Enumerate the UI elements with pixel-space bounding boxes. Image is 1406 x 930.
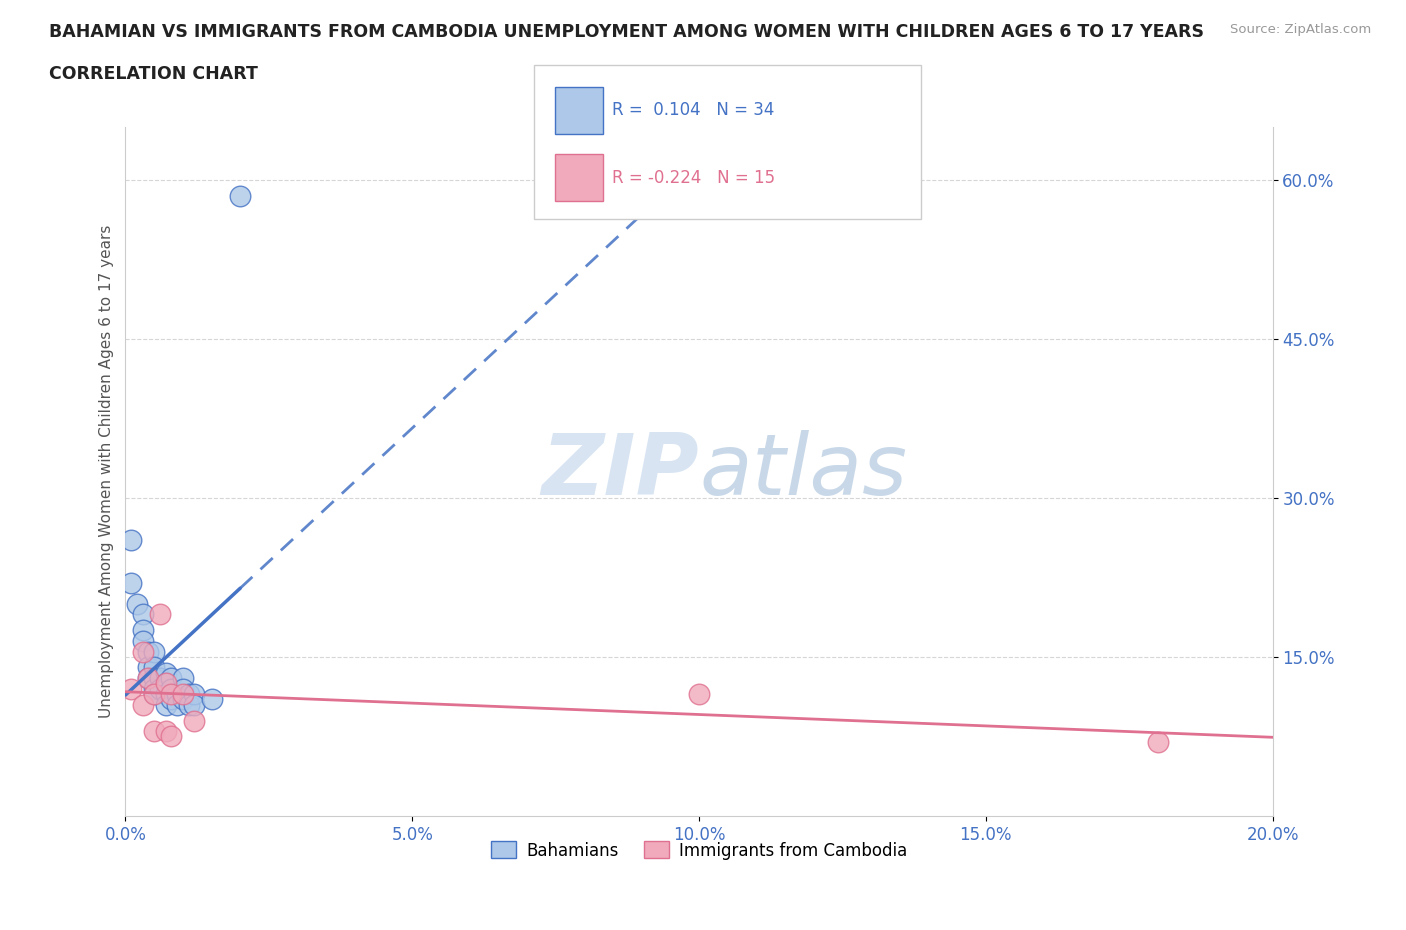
Point (120, 533, 142, 548)
Point (177, 686, 200, 701)
Point (149, 682, 172, 697)
Y-axis label: Unemployment Among Women with Children Ages 6 to 17 years: Unemployment Among Women with Children A… (100, 224, 114, 718)
Point (149, 671, 172, 685)
Point (183, 698, 205, 712)
Point (120, 575, 142, 590)
Point (143, 724, 166, 738)
Point (160, 692, 183, 707)
Point (138, 660, 160, 675)
Point (143, 660, 166, 675)
Point (177, 698, 200, 712)
Point (149, 607, 172, 622)
Point (688, 686, 710, 701)
Point (160, 729, 183, 744)
Point (155, 676, 177, 691)
Text: atlas: atlas (699, 430, 907, 512)
Legend: Bahamians, Immigrants from Cambodia: Bahamians, Immigrants from Cambodia (485, 835, 914, 866)
Point (131, 698, 153, 712)
Point (155, 698, 177, 712)
Point (125, 596, 148, 611)
Point (183, 686, 205, 701)
Point (131, 633, 153, 648)
Point (160, 671, 183, 685)
Point (172, 682, 194, 697)
Point (143, 686, 166, 701)
Point (131, 607, 153, 622)
Point (155, 686, 177, 701)
Point (172, 686, 194, 701)
Text: CORRELATION CHART: CORRELATION CHART (49, 65, 259, 83)
Point (166, 698, 188, 712)
Point (155, 676, 177, 691)
Point (155, 724, 177, 738)
Text: ZIP: ZIP (541, 430, 699, 512)
Point (143, 671, 166, 685)
Point (143, 686, 166, 701)
Point (183, 713, 205, 728)
Text: R = -0.224   N = 15: R = -0.224 N = 15 (612, 169, 775, 187)
Point (143, 682, 166, 697)
Point (138, 671, 160, 685)
Point (200, 692, 222, 707)
Point (172, 671, 194, 685)
Point (131, 623, 153, 638)
Text: BAHAMIAN VS IMMIGRANTS FROM CAMBODIA UNEMPLOYMENT AMONG WOMEN WITH CHILDREN AGES: BAHAMIAN VS IMMIGRANTS FROM CAMBODIA UNE… (49, 23, 1204, 41)
Point (160, 682, 183, 697)
Point (138, 671, 160, 685)
Point (143, 644, 166, 659)
Point (229, 188, 252, 203)
Point (120, 682, 142, 697)
Point (160, 686, 183, 701)
Text: R =  0.104   N = 34: R = 0.104 N = 34 (612, 101, 773, 119)
Text: Source: ZipAtlas.com: Source: ZipAtlas.com (1230, 23, 1371, 36)
Point (155, 665, 177, 680)
Point (138, 644, 160, 659)
Point (172, 692, 194, 707)
Point (131, 644, 153, 659)
Point (166, 686, 188, 701)
Point (1146, 735, 1168, 750)
